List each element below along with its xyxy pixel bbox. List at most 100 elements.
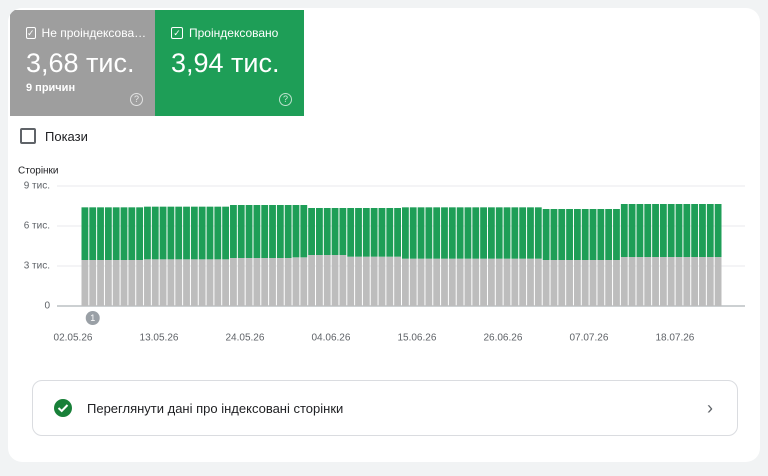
checkbox[interactable]: ✓: [26, 27, 36, 39]
bar-segment: [573, 209, 581, 260]
bar-segment: [347, 208, 355, 257]
bar-segment: [464, 258, 472, 306]
bar-segment: [550, 209, 558, 260]
bar-segment: [245, 205, 253, 258]
bar-segment: [292, 205, 300, 258]
bar-segment: [503, 258, 511, 306]
bar-segment: [534, 207, 542, 259]
y-tick-label: 6 тис.: [24, 221, 50, 232]
bar-segment: [300, 257, 308, 306]
bar-segment: [269, 258, 276, 306]
checkbox[interactable]: [20, 128, 36, 144]
bar-segment: [597, 260, 605, 306]
bar-segment: [448, 207, 456, 259]
bar-segment: [706, 257, 714, 306]
bar-segment: [245, 258, 253, 306]
tile-title: Не проіндексова…: [41, 26, 147, 40]
bar-segment: [519, 258, 527, 306]
bar-segment: [394, 256, 401, 306]
bar-segment: [183, 206, 190, 260]
bar-segment: [362, 256, 370, 306]
help-icon[interactable]: ?: [279, 93, 292, 106]
bar-segment: [159, 259, 167, 306]
x-tick-label: 18.07.26: [655, 333, 694, 344]
tile-note: 9 причин: [26, 82, 76, 94]
toggle-label: Покази: [45, 128, 88, 144]
bar-segment: [222, 259, 230, 306]
checkbox[interactable]: ✓: [171, 27, 183, 39]
bar-segment: [323, 255, 331, 306]
bar-segment: [480, 207, 487, 259]
bar-segment: [480, 258, 487, 306]
toggle[interactable]: Покази: [20, 128, 88, 144]
bar-segment: [316, 208, 323, 255]
bar-segment: [613, 209, 620, 260]
bar-segment: [167, 206, 175, 260]
bar-segment: [355, 256, 362, 306]
bar-segment: [308, 255, 316, 306]
bar-segment: [253, 205, 261, 258]
bar-segment: [198, 259, 206, 306]
bar-segment: [620, 204, 628, 257]
bar-segment: [316, 255, 323, 306]
bar-segment: [128, 260, 136, 306]
bar-segment: [527, 258, 534, 306]
bar-segment: [409, 258, 417, 306]
bar-segment: [276, 205, 284, 258]
bar-segment: [566, 209, 573, 260]
bar-segment: [433, 258, 441, 306]
bar-segment: [519, 207, 527, 259]
tile-label: ✓ Проіндексовано: [171, 26, 288, 40]
summary-tile[interactable]: ✓ Проіндексовано 3,94 тис. ?: [155, 10, 304, 116]
bar-segment: [487, 207, 495, 259]
link-label: Переглянути дані про індексовані сторінк…: [87, 400, 344, 416]
bar-segment: [675, 204, 683, 257]
bar-segment: [472, 207, 480, 259]
bar-segment: [253, 258, 261, 306]
x-tick-label: 26.06.26: [483, 333, 522, 344]
chart: Сторінки 0 3 тис. 6 тис. 9 тис. 02.05.26 13.0…: [18, 166, 745, 344]
bar-segment: [112, 260, 120, 306]
link-row[interactable]: Переглянути дані про індексовані сторінк…: [32, 380, 738, 436]
bar-segment: [542, 209, 550, 260]
bar-segment: [230, 205, 237, 258]
bar-segment: [613, 260, 620, 306]
bar-segment: [104, 260, 112, 306]
bar-segment: [237, 258, 245, 306]
bar-segment: [691, 257, 699, 306]
bar-segment: [402, 207, 409, 259]
bar-segment: [144, 206, 151, 260]
bar-segment: [284, 205, 292, 258]
bar-segment: [495, 258, 503, 306]
bar-segment: [714, 257, 722, 306]
help-icon[interactable]: ?: [130, 93, 143, 106]
bar-segment: [151, 259, 159, 306]
y-axis-title: Сторінки: [18, 166, 59, 177]
bar-segment: [89, 260, 97, 306]
bar-segment: [699, 257, 706, 306]
bar-segment: [159, 206, 167, 260]
bar-segment: [581, 209, 589, 260]
y-tick-label: 0: [44, 301, 50, 312]
summary-tile[interactable]: ✓ Не проіндексова… 3,68 тис. 9 причин ?: [10, 10, 155, 116]
bar-segment: [441, 258, 448, 306]
bar-segment: [472, 258, 480, 306]
bar-segment: [402, 258, 409, 306]
bar-segment: [534, 258, 542, 306]
bar-segment: [425, 207, 433, 259]
bar-segment: [370, 208, 378, 257]
bar-segment: [97, 260, 104, 306]
bar-segment: [667, 204, 675, 257]
tile-label: ✓ Не проіндексова…: [26, 26, 146, 40]
bar-segment: [167, 259, 175, 306]
x-tick-label: 07.07.26: [569, 333, 608, 344]
bar-segment: [699, 204, 706, 257]
bar-segment: [394, 208, 401, 257]
bar-segment: [261, 205, 269, 258]
y-tick-label: 3 тис.: [24, 261, 50, 272]
bar-segment: [644, 204, 652, 257]
y-tick-label: 9 тис.: [24, 181, 50, 192]
bar-segment: [511, 258, 519, 306]
bar-segment: [261, 258, 269, 306]
